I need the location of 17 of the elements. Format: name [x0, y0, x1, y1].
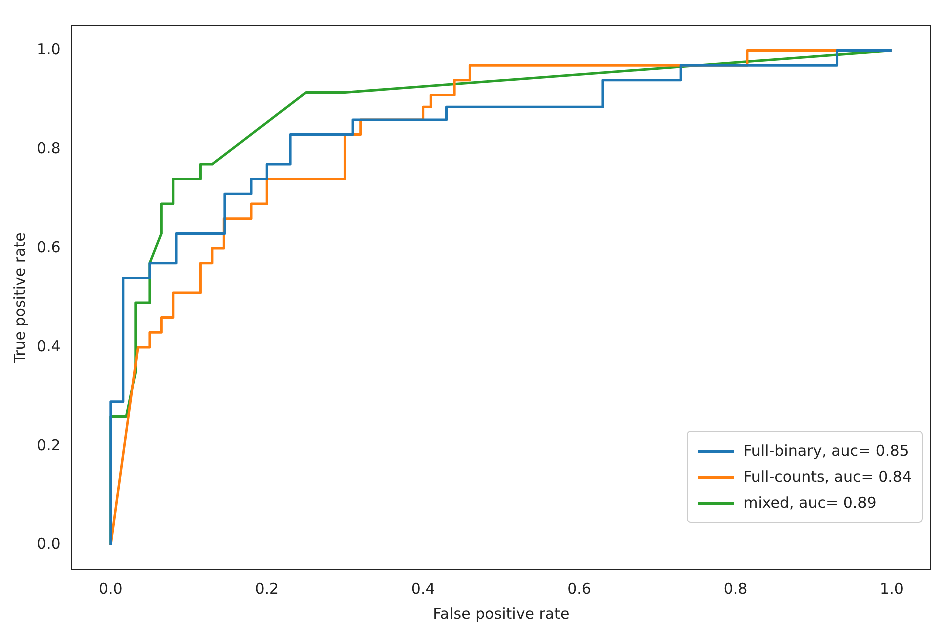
x-tick-label: 0.8: [724, 580, 748, 598]
legend-label: mixed, auc= 0.89: [744, 493, 877, 514]
x-tick-label: 0.0: [98, 580, 123, 598]
x-tick-label: 0.2: [255, 580, 280, 598]
y-tick-label: 1.0: [36, 40, 61, 59]
y-tick-label: 0.6: [36, 238, 61, 256]
x-tick-label: 1.0: [880, 580, 904, 598]
y-tick-label: 0.4: [36, 337, 61, 356]
x-tick-label: 0.4: [411, 580, 436, 598]
legend-label: Full-binary, auc= 0.85: [744, 441, 910, 462]
y-tick-label: 0.0: [36, 535, 61, 554]
y-tick-label: 0.2: [36, 436, 61, 454]
x-axis-title: False positive rate: [433, 604, 570, 623]
y-axis-title: True positive rate: [10, 232, 29, 364]
x-tick-label: 0.6: [568, 580, 592, 598]
legend-label: Full-counts, auc= 0.84: [744, 467, 912, 488]
y-tick-label: 0.8: [36, 140, 61, 158]
